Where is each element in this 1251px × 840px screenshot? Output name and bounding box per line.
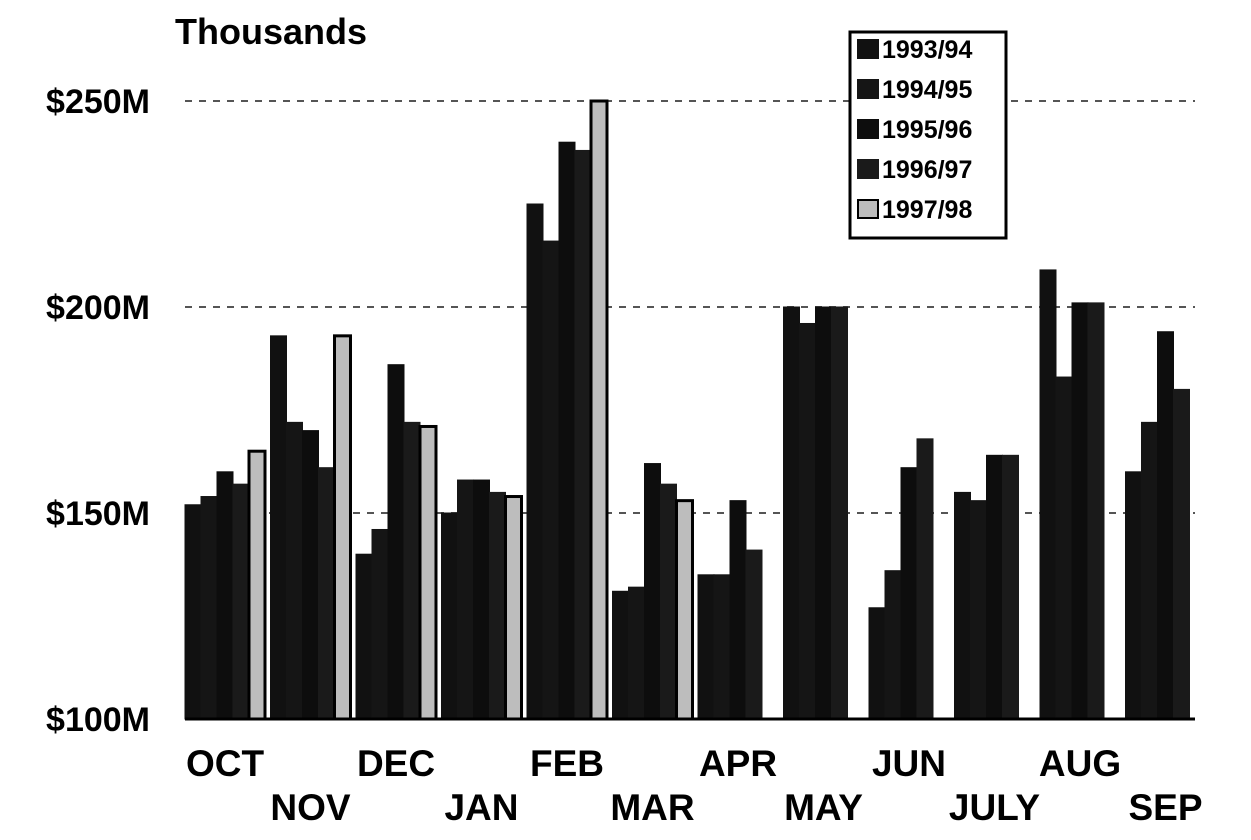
bar <box>644 463 661 720</box>
unit-label: Thousands <box>175 11 367 52</box>
bar <box>371 528 389 720</box>
x-tick-label: SEP <box>1128 787 1202 828</box>
bar <box>302 430 319 720</box>
bar <box>574 149 592 720</box>
legend-swatch <box>857 39 879 59</box>
x-tick-label: MAR <box>610 787 694 828</box>
bar <box>558 141 576 720</box>
bar <box>612 590 629 720</box>
bar <box>232 483 250 720</box>
bar <box>970 500 987 720</box>
legend-label: 1994/95 <box>882 76 972 104</box>
bar <box>660 483 677 720</box>
bar <box>900 467 918 720</box>
bar <box>441 512 458 720</box>
bar <box>200 496 218 720</box>
bar <box>270 335 287 720</box>
bar <box>457 479 474 720</box>
legend: 1993/94 1994/95 1995/96 1996/97 1997/98 <box>848 30 1008 240</box>
bar <box>489 491 506 720</box>
bars <box>184 99 1190 721</box>
bar <box>542 240 560 720</box>
x-tick-label: MAY <box>784 787 863 828</box>
legend-swatch <box>857 79 879 99</box>
bar <box>1002 454 1019 720</box>
x-tick-label: JUN <box>872 743 946 784</box>
bar <box>954 491 971 720</box>
bar <box>1173 388 1190 720</box>
y-tick-label: $250M <box>46 83 150 121</box>
bar <box>318 467 335 720</box>
x-tick-label: NOV <box>270 787 351 828</box>
bar <box>473 479 490 720</box>
bar <box>418 424 438 721</box>
legend-swatch <box>857 119 879 139</box>
bar <box>916 438 934 720</box>
bar <box>526 203 544 720</box>
bar <box>815 306 832 720</box>
x-tick-label: DEC <box>357 743 435 784</box>
bar <box>184 504 202 720</box>
bar <box>589 99 609 721</box>
bar <box>1141 421 1158 720</box>
y-tick-label: $200M <box>46 289 150 327</box>
bar <box>247 449 267 721</box>
bar <box>403 421 421 720</box>
bar <box>783 306 800 720</box>
bar <box>504 495 523 721</box>
bar <box>986 454 1003 720</box>
bar <box>868 607 886 720</box>
bar <box>799 322 816 720</box>
bar <box>831 306 848 720</box>
bar <box>1087 302 1105 720</box>
x-tick-label: AUG <box>1039 743 1121 784</box>
bar <box>729 500 747 720</box>
bar <box>1039 269 1057 720</box>
bar <box>628 586 645 720</box>
bar <box>333 334 352 721</box>
bar <box>1055 376 1073 720</box>
x-tick-label: APR <box>699 743 777 784</box>
y-axis-ticks: $100M $150M $200M $250M <box>46 83 150 739</box>
bar <box>387 364 405 720</box>
x-tick-label: OCT <box>186 743 265 784</box>
y-tick-label: $100M <box>46 701 150 739</box>
legend-label: 1997/98 <box>882 196 972 224</box>
bar <box>675 499 694 721</box>
bar <box>1071 302 1089 720</box>
bar <box>216 471 234 720</box>
bar <box>697 574 715 720</box>
legend-label: 1995/96 <box>882 116 972 144</box>
bar <box>1125 471 1142 720</box>
legend-label: 1996/97 <box>882 156 972 184</box>
bar <box>1157 331 1174 720</box>
legend-label: 1993/94 <box>882 36 972 64</box>
x-tick-label: FEB <box>530 743 604 784</box>
bar <box>745 549 763 720</box>
bar <box>355 553 373 720</box>
legend-swatch <box>857 199 879 219</box>
legend-swatch <box>857 159 879 179</box>
x-tick-label: JULY <box>949 787 1041 828</box>
bar <box>713 574 731 720</box>
bar <box>286 421 303 720</box>
bar <box>884 570 902 720</box>
x-tick-label: JAN <box>444 787 518 828</box>
y-tick-label: $150M <box>46 495 150 533</box>
